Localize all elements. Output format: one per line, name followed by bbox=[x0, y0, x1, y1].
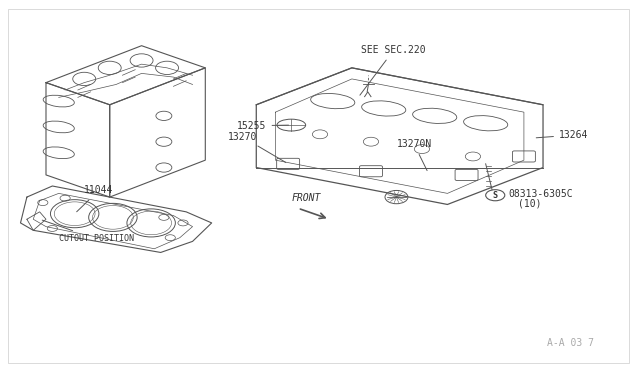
Text: SEE SEC.220: SEE SEC.220 bbox=[360, 45, 426, 95]
Text: 13264: 13264 bbox=[536, 130, 588, 140]
Text: 13270N: 13270N bbox=[396, 139, 432, 171]
Text: 08313-6305C: 08313-6305C bbox=[508, 189, 573, 199]
Text: 11044: 11044 bbox=[77, 185, 114, 212]
Text: A-A 03 7: A-A 03 7 bbox=[547, 339, 594, 349]
Text: FRONT: FRONT bbox=[291, 193, 321, 203]
Text: S: S bbox=[493, 191, 498, 200]
Text: CUTOUT POSITION: CUTOUT POSITION bbox=[42, 220, 134, 243]
Text: (10): (10) bbox=[518, 198, 541, 208]
Text: 15255: 15255 bbox=[237, 121, 289, 131]
Text: 13270: 13270 bbox=[228, 132, 285, 163]
